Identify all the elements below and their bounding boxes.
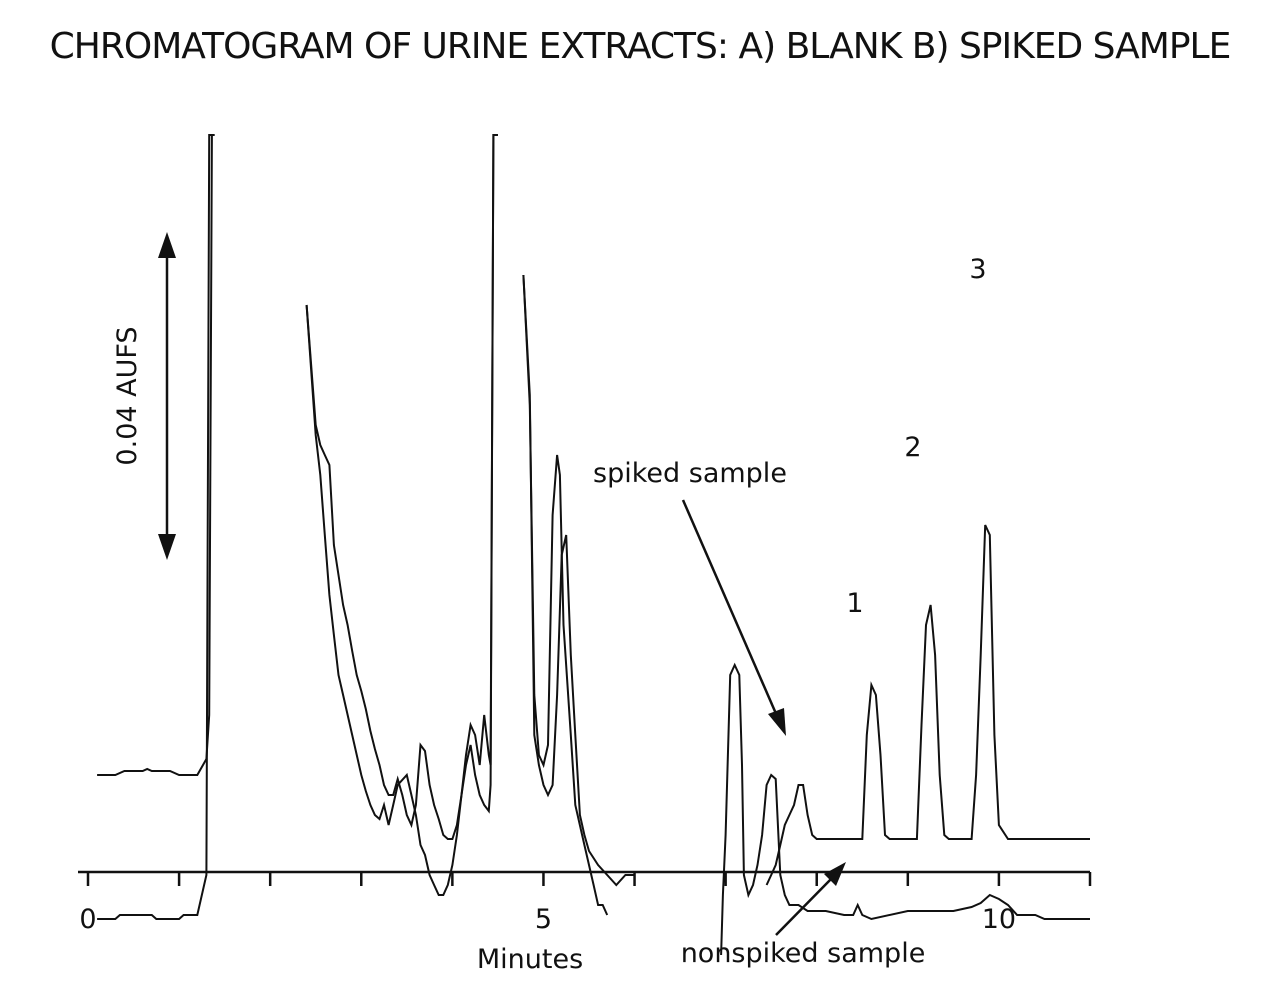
arrow-spiked-head	[768, 708, 786, 736]
trace-spiked-segment-2	[522, 274, 635, 887]
scale-bar-arrow-down	[158, 534, 176, 560]
peak-label-3: 3	[969, 254, 986, 285]
trace-blank-segment-1	[305, 134, 498, 840]
x-tick-label-1: 5	[535, 904, 552, 935]
x-tick-label-0: 0	[79, 904, 96, 935]
scale-bar-label: 0.04 AUFS	[112, 326, 143, 465]
trace-spiked-segment-1	[305, 134, 498, 896]
trace-spiked-segment-3	[765, 524, 1090, 886]
arrow-nonspiked-line	[775, 876, 834, 936]
trace-spiked-segment-0	[97, 134, 215, 920]
arrow-nonspiked-head	[824, 862, 846, 886]
x-axis-label: Minutes	[477, 944, 583, 975]
annotation-nonspiked-sample: nonspiked sample	[681, 938, 926, 969]
peak-label-1: 1	[846, 588, 863, 619]
trace-blank-segment-0	[97, 134, 215, 776]
arrow-spiked-line	[681, 499, 779, 717]
annotation-spiked-sample: spiked sample	[593, 458, 787, 489]
x-axis: 0 5 10	[78, 870, 1092, 935]
trace-group	[97, 134, 1090, 956]
trace-blank-segment-2	[522, 274, 609, 916]
trace-blank-segment-3	[720, 662, 1090, 956]
peak-label-2: 2	[904, 432, 921, 463]
scale-bar-arrow-up	[158, 232, 176, 258]
x-tick-label-2: 10	[982, 904, 1016, 935]
annotation-group: 0.04 AUFS 1 2 3 spiked sample nonspiked sampl…	[112, 232, 987, 969]
chart-title: CHROMATOGRAM OF URINE EXTRACTS: A) BLANK…	[49, 26, 1232, 67]
